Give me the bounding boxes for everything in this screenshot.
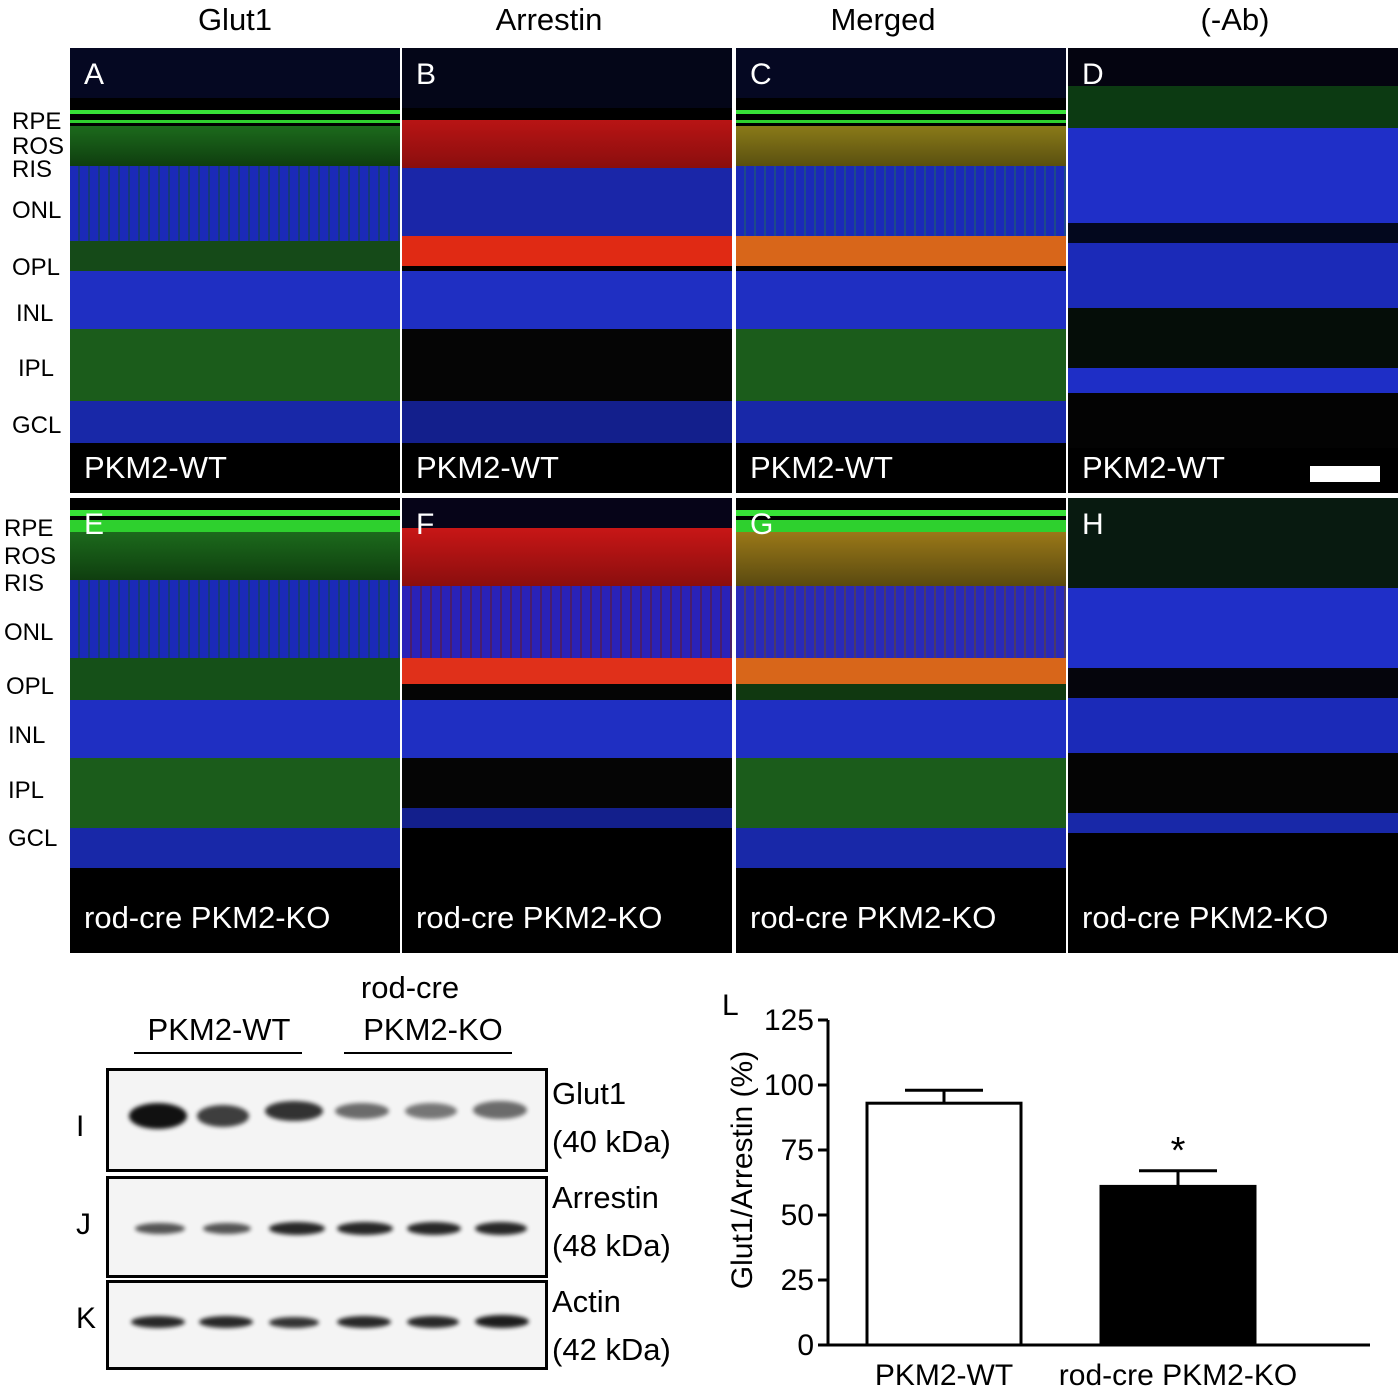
- micrograph-panel-b: B PKM2-WT: [402, 48, 732, 493]
- y-axis-label: Glut1/Arrestin (%): [726, 1051, 759, 1289]
- panel-letter: F: [416, 508, 435, 541]
- y-tick-label: 0: [797, 1329, 814, 1362]
- blot-protein-name: Actin: [552, 1284, 621, 1319]
- blot-band: [337, 1222, 393, 1235]
- blot-band: [405, 1103, 457, 1119]
- layer-label-ros: ROS: [12, 133, 65, 160]
- genotype-label: rod-cre PKM2-KO: [1082, 900, 1329, 935]
- panel-letter: C: [750, 58, 772, 91]
- layer-label-ris: RIS: [4, 570, 45, 597]
- column-title-arrestin: Arrestin: [495, 2, 603, 37]
- column-title-merged: Merged: [830, 2, 936, 37]
- western-blot-glut1: [106, 1068, 548, 1172]
- blot-band: [407, 1222, 461, 1235]
- blot-band: [129, 1103, 187, 1129]
- layer-label-rpe: RPE: [4, 515, 54, 542]
- genotype-label: PKM2-WT: [416, 450, 559, 485]
- genotype-label: PKM2-WT: [750, 450, 893, 485]
- blot-band: [473, 1101, 527, 1119]
- genotype-label: PKM2-WT: [1082, 450, 1225, 485]
- genotype-label: rod-cre PKM2-KO: [416, 900, 663, 935]
- blot-group-ko-label-line1: rod-cre: [360, 970, 460, 1005]
- blot-band: [131, 1316, 185, 1328]
- layer-label-ris: RIS: [12, 156, 53, 183]
- y-tick-label: 25: [781, 1264, 814, 1297]
- category-label: PKM2-WT: [875, 1359, 1013, 1392]
- scale-bar: [1310, 466, 1380, 482]
- blot-band: [337, 1316, 391, 1328]
- blot-letter-i: I: [76, 1110, 85, 1143]
- bar-chart: L Glut1/Arrestin (%) 0 25 50 75 100 125 * PKM…: [722, 989, 1370, 1392]
- blot-protein-name: Arrestin: [552, 1180, 659, 1215]
- micrograph-panel-d: D PKM2-WT: [1068, 48, 1398, 493]
- layer-label-rpe: RPE: [12, 108, 62, 135]
- blot-label-actin: Actin (42 kDa): [552, 1278, 671, 1374]
- blot-protein-size: (40 kDa): [552, 1124, 671, 1159]
- layer-label-gcl: GCL: [12, 412, 62, 439]
- blot-group-wt-line: [134, 1052, 302, 1054]
- blot-band: [203, 1223, 251, 1234]
- blot-band: [135, 1223, 185, 1234]
- panel-letter-l: L: [722, 989, 739, 1022]
- layer-label-ipl: IPL: [8, 777, 45, 804]
- blot-band: [475, 1315, 529, 1328]
- genotype-label: rod-cre PKM2-KO: [84, 900, 331, 935]
- layer-label-onl: ONL: [12, 197, 62, 224]
- genotype-label: PKM2-WT: [84, 450, 227, 485]
- layer-label-inl: INL: [16, 300, 54, 327]
- panel-letter: H: [1082, 508, 1104, 541]
- panel-letter: B: [416, 58, 437, 91]
- blot-band: [475, 1222, 527, 1235]
- blot-band: [407, 1316, 459, 1328]
- column-title-glut1: Glut1: [197, 2, 273, 37]
- micrograph-panel-c: C PKM2-WT: [736, 48, 1066, 493]
- panel-letter: A: [84, 58, 105, 91]
- micrograph-panel-e: E rod-cre PKM2-KO: [70, 498, 400, 953]
- blot-protein-size: (42 kDa): [552, 1332, 671, 1367]
- significance-marker: *: [1171, 1130, 1186, 1172]
- layer-label-inl: INL: [8, 722, 46, 749]
- blot-band: [335, 1103, 389, 1119]
- blot-band: [199, 1316, 253, 1328]
- micrograph-panel-h: H rod-cre PKM2-KO: [1068, 498, 1398, 953]
- blot-band: [269, 1222, 325, 1235]
- bar: [865, 1101, 1023, 1347]
- blot-band: [197, 1105, 249, 1127]
- western-blot-actin: [106, 1280, 548, 1370]
- blot-letter-j: J: [76, 1208, 91, 1241]
- category-label: rod-cre PKM2-KO: [1059, 1359, 1297, 1392]
- blot-label-arrestin: Arrestin (48 kDa): [552, 1174, 671, 1270]
- layer-label-opl: OPL: [6, 673, 55, 700]
- panel-letter: E: [84, 508, 105, 541]
- layer-label-onl: ONL: [4, 619, 54, 646]
- genotype-label: rod-cre PKM2-KO: [750, 900, 997, 935]
- micrograph-panel-a: A PKM2-WT: [70, 48, 400, 493]
- layer-label-opl: OPL: [12, 254, 61, 281]
- layer-label-ros: ROS: [4, 543, 57, 570]
- blot-label-glut1: Glut1 (40 kDa): [552, 1070, 671, 1166]
- blot-group-wt-label: PKM2-WT: [147, 1012, 291, 1047]
- blot-band: [269, 1317, 319, 1328]
- y-tick-label: 75: [781, 1134, 814, 1167]
- column-title-no-antibody: (-Ab): [1200, 2, 1270, 37]
- panel-letter: D: [1082, 58, 1104, 91]
- layer-label-ipl: IPL: [18, 355, 55, 382]
- bar: [1099, 1184, 1257, 1347]
- blot-group-ko-label-line2: PKM2-KO: [363, 1012, 503, 1047]
- blot-protein-name: Glut1: [552, 1076, 627, 1111]
- micrograph-panel-g: G rod-cre PKM2-KO: [736, 498, 1066, 953]
- blot-protein-size: (48 kDa): [552, 1228, 671, 1263]
- y-tick-label: 100: [764, 1069, 814, 1102]
- panel-letter: G: [750, 508, 774, 541]
- y-tick-label: 125: [764, 1004, 814, 1037]
- y-tick-label: 50: [781, 1199, 814, 1232]
- western-blot-arrestin: [106, 1176, 548, 1278]
- blot-letter-k: K: [76, 1302, 97, 1335]
- blot-group-ko-line: [344, 1052, 512, 1054]
- micrograph-panel-f: F rod-cre PKM2-KO: [402, 498, 732, 953]
- layer-label-gcl: GCL: [8, 825, 58, 852]
- blot-band: [265, 1101, 323, 1121]
